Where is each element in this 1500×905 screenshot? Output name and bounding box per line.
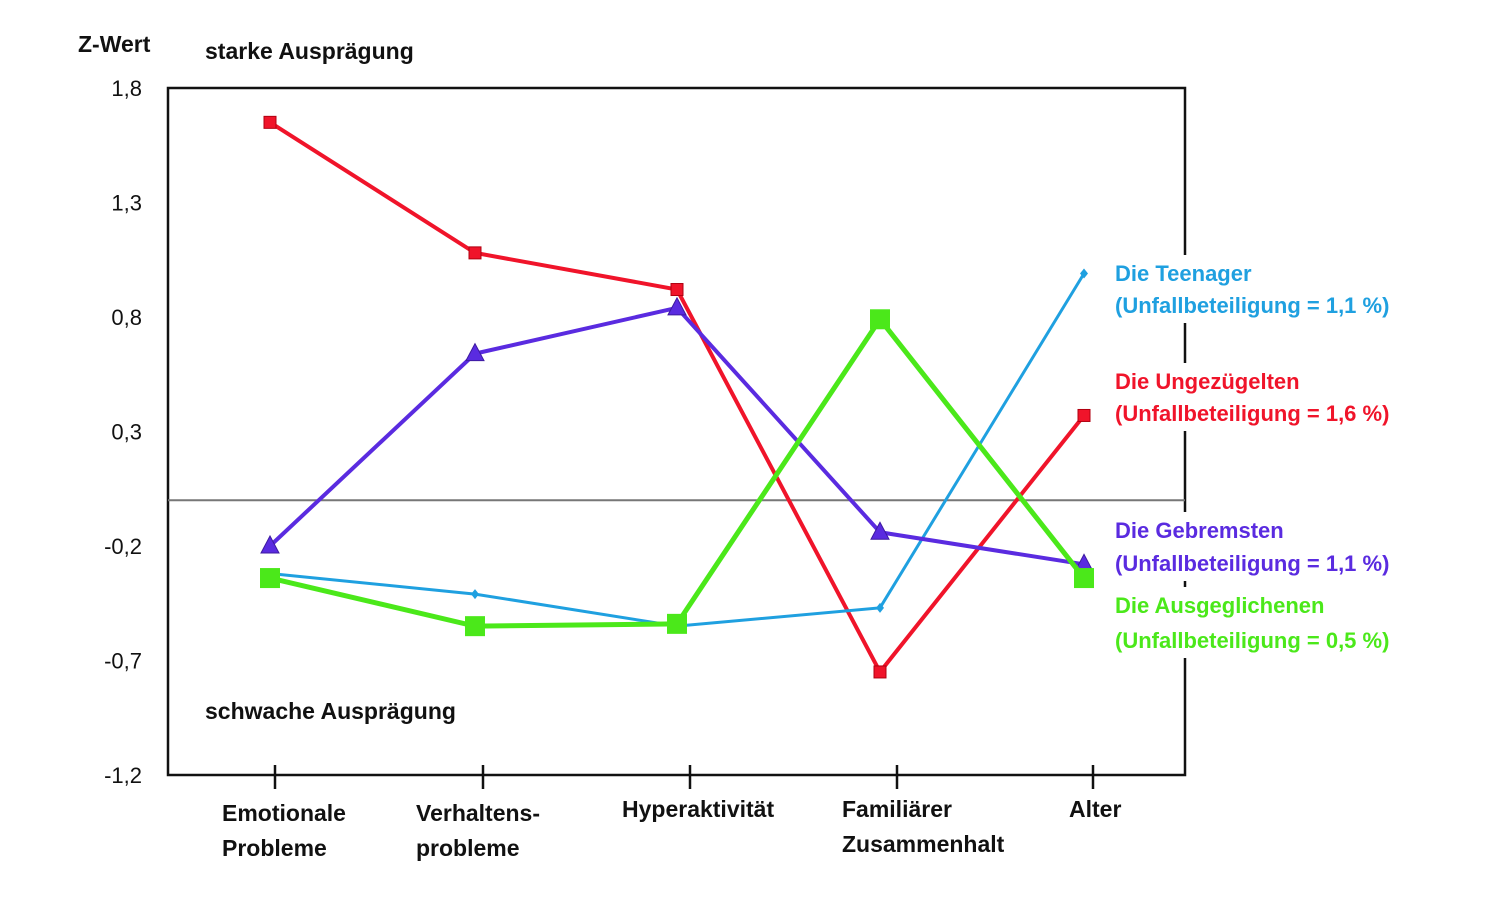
legend-series-note: (Unfallbeteiligung = 1,1 %) [1115,551,1389,576]
y-tick-label: -1,2 [104,763,142,788]
annotation-top: starke Ausprägung [205,38,414,64]
x-tick-label: Verhaltens- [416,800,540,826]
series-line [268,120,1086,676]
y-tick-label: 1,8 [111,76,142,101]
data-point [876,602,884,613]
data-point [1080,268,1088,279]
x-tick-label: Emotionale [222,800,346,826]
data-point [465,616,485,637]
x-tick-label: Alter [1069,796,1121,822]
x-tick-label: Probleme [222,835,327,861]
data-point [1077,408,1091,422]
y-tick-label: -0,7 [104,649,142,674]
data-point [873,665,887,679]
y-tick-label: 1,3 [111,191,142,216]
legend-series-name: Die Ungezügelten [1115,369,1300,394]
data-point [870,521,890,540]
data-point [263,115,277,129]
data-point [471,589,479,600]
y-tick-label: -0,2 [104,534,142,559]
data-point [465,342,485,362]
legend-series-note: (Unfallbeteiligung = 0,5 %) [1115,628,1389,653]
data-point [870,309,890,330]
legend-series-note: (Unfallbeteiligung = 1,6 %) [1115,401,1389,426]
data-point [260,534,280,554]
x-tick-label: probleme [416,835,520,861]
data-point [667,613,687,634]
data-point [670,283,684,297]
legend-frame-gap [1176,512,1196,581]
y-tick-label: 0,3 [111,420,142,445]
legend-series-name: Die Ausgeglichenen [1115,593,1324,618]
legend-frame-gap [1176,363,1196,431]
y-tick-label: 0,8 [111,305,142,330]
legend-series-name: Die Gebremsten [1115,518,1284,543]
legend-series-note: (Unfallbeteiligung = 1,1 %) [1115,293,1389,318]
y-axis-label: Z-Wert [78,31,151,57]
series-line [268,305,1085,567]
data-point [468,246,482,260]
x-tick-label: Zusammenhalt [842,831,1005,857]
data-point [667,296,687,316]
x-tick-label: Familiärer [842,796,952,822]
legend-frame-gap [1176,255,1196,323]
legend-series-name: Die Teenager [1115,261,1252,286]
data-point [260,568,280,589]
data-point [1074,568,1094,589]
x-tick-label: Hyperaktivität [622,796,774,822]
plot-frame [166,86,1187,777]
legend-frame-gap [1176,587,1196,658]
annotation-bottom: schwache Ausprägung [205,698,456,724]
series-line [269,272,1086,628]
